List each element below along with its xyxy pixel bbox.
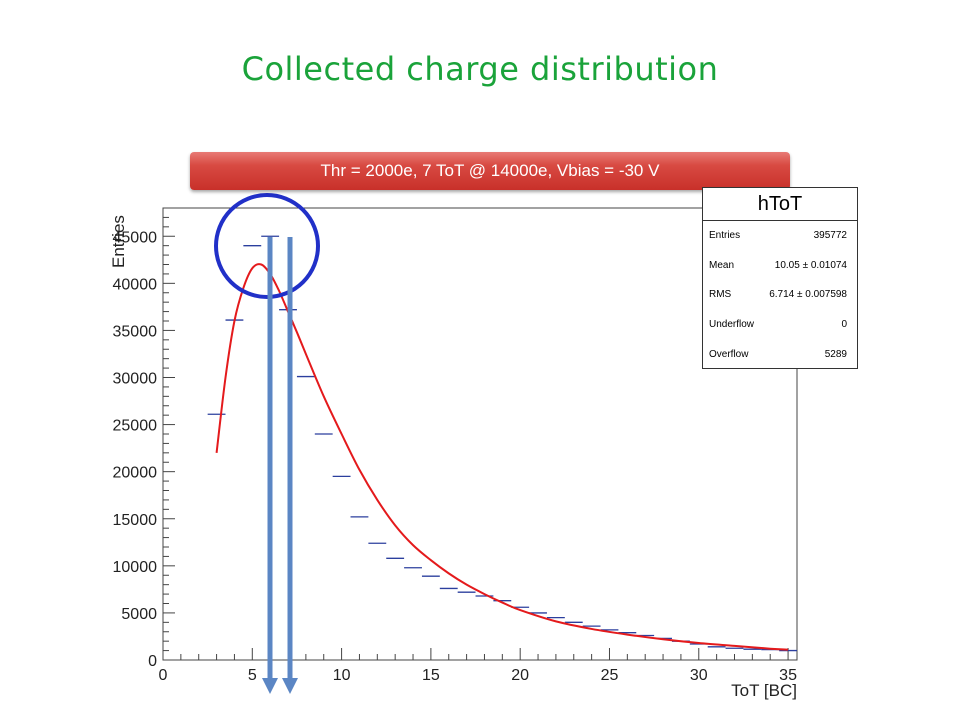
stats-row-rms: RMS 6.714 ± 0.007598 (703, 280, 857, 310)
y-tick-label: 0 (148, 653, 157, 670)
x-tick-label: 25 (601, 667, 619, 684)
y-tick-label: 35000 (113, 323, 158, 340)
peak-arrows (262, 237, 298, 694)
x-tick-label: 15 (422, 667, 440, 684)
stats-label: Overflow (709, 348, 749, 360)
y-tick-label: 15000 (113, 512, 158, 529)
stats-value: 5289 (824, 348, 847, 360)
stats-value: 10.05 ± 0.01074 (774, 259, 847, 271)
stats-label: Mean (709, 259, 735, 271)
stats-row-entries: Entries 395772 (703, 221, 857, 251)
x-tick-label: 20 (511, 667, 529, 684)
stats-value: 6.714 ± 0.007598 (769, 289, 847, 301)
stats-title: hToT (703, 188, 857, 221)
y-tick-label: 20000 (113, 465, 158, 482)
stats-label: RMS (709, 289, 732, 301)
stats-row-mean: Mean 10.05 ± 0.01074 (703, 251, 857, 281)
peak-arrow-left (262, 237, 278, 694)
y-axis-label: Entries (109, 215, 128, 268)
stats-value: 395772 (813, 230, 847, 242)
x-axis-label: ToT [BC] (731, 681, 797, 700)
peak-arrow-right (282, 237, 298, 694)
y-tick-label: 45000 (113, 229, 158, 246)
x-tick-label: 10 (333, 667, 351, 684)
stats-row-overflow: Overflow 5289 (703, 339, 857, 369)
x-axis: 0 5 10 15 20 25 30 35 (159, 648, 797, 684)
peak-highlight-circle (214, 193, 320, 299)
y-tick-label: 30000 (113, 371, 158, 388)
y-axis: 0 5000 10000 15000 20000 25000 30000 35000 40000… (113, 216, 175, 670)
stats-box: hToT Entries 395772 Mean 10.05 ± 0.01074… (702, 187, 858, 369)
stats-label: Underflow (709, 319, 755, 331)
y-tick-label: 40000 (113, 276, 158, 293)
stats-row-underflow: Underflow 0 (703, 310, 857, 340)
settings-banner: Thr = 2000e, 7 ToT @ 14000e, Vbias = -30… (190, 152, 790, 190)
x-tick-label: 5 (248, 667, 257, 684)
x-tick-label: 35 (779, 667, 797, 684)
slide-title: Collected charge distribution (241, 50, 719, 88)
x-tick-label: 30 (690, 667, 708, 684)
y-tick-label: 25000 (113, 418, 158, 435)
stats-value: 0 (841, 319, 847, 331)
stats-label: Entries (709, 230, 741, 242)
y-tick-label: 5000 (121, 606, 157, 623)
y-tick-label: 10000 (113, 559, 158, 576)
fit-curve (215, 263, 789, 651)
x-tick-label: 0 (159, 667, 168, 684)
